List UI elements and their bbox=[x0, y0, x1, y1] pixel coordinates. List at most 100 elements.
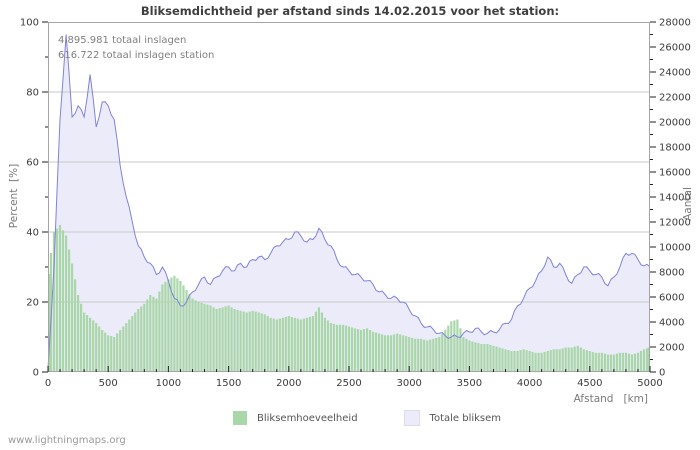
bottom-tick-label: 1500 bbox=[216, 378, 241, 389]
bar bbox=[597, 352, 600, 373]
bar bbox=[362, 329, 366, 372]
bar bbox=[347, 326, 351, 372]
bar bbox=[636, 352, 640, 373]
right-tick-label: 28000 bbox=[659, 18, 691, 29]
bar bbox=[585, 350, 588, 372]
bar bbox=[185, 289, 188, 373]
bar bbox=[519, 350, 522, 372]
bar bbox=[134, 312, 137, 372]
bar bbox=[495, 346, 498, 372]
bar bbox=[158, 291, 161, 372]
bar bbox=[540, 352, 543, 373]
bar bbox=[329, 323, 332, 372]
bar bbox=[353, 328, 357, 373]
bar bbox=[263, 314, 266, 373]
bar bbox=[224, 306, 227, 372]
bottom-tick-label: 3500 bbox=[457, 378, 482, 389]
bottom-tick-label: 2500 bbox=[336, 378, 361, 389]
bar bbox=[477, 343, 480, 372]
left-tick-label: 60 bbox=[26, 158, 39, 169]
bar bbox=[320, 312, 323, 372]
bar bbox=[537, 352, 540, 373]
bar bbox=[326, 320, 329, 372]
left-tick-label: 20 bbox=[26, 298, 39, 309]
right-tick-label: 0 bbox=[659, 368, 665, 379]
bar bbox=[438, 337, 441, 372]
bar bbox=[95, 323, 98, 372]
bar bbox=[251, 310, 254, 373]
bar bbox=[647, 347, 650, 372]
bar bbox=[131, 316, 134, 372]
bar bbox=[450, 321, 453, 373]
bar bbox=[239, 310, 242, 373]
bar bbox=[501, 348, 504, 372]
bar bbox=[429, 339, 432, 372]
right-tick-label: 22000 bbox=[659, 93, 691, 104]
bar bbox=[58, 225, 62, 372]
bar bbox=[248, 311, 251, 372]
bar bbox=[579, 347, 582, 372]
bar bbox=[302, 318, 305, 372]
bar bbox=[188, 294, 191, 372]
bar bbox=[236, 309, 239, 372]
bar bbox=[420, 338, 423, 373]
bar bbox=[311, 316, 314, 372]
right-tick-label: 16000 bbox=[659, 168, 691, 179]
right-tick-label: 26000 bbox=[659, 43, 691, 54]
bar bbox=[459, 328, 462, 373]
bar bbox=[48, 274, 51, 372]
bar bbox=[107, 335, 110, 373]
bar bbox=[417, 338, 420, 373]
bar bbox=[191, 298, 194, 372]
bar bbox=[128, 319, 131, 372]
bar bbox=[633, 353, 636, 372]
right-tick-label: 8000 bbox=[659, 268, 684, 279]
bar bbox=[332, 323, 335, 372]
bar bbox=[290, 316, 293, 372]
bar bbox=[387, 335, 390, 373]
bar bbox=[516, 351, 519, 372]
bar bbox=[390, 335, 393, 373]
bar bbox=[498, 347, 501, 372]
left-tick-label: 0 bbox=[33, 368, 39, 379]
bar bbox=[52, 232, 56, 372]
bar bbox=[89, 317, 92, 373]
legend-swatch-area-series bbox=[403, 410, 420, 426]
bar bbox=[92, 320, 95, 372]
bar bbox=[468, 340, 471, 372]
bar bbox=[528, 351, 531, 372]
bar bbox=[152, 296, 155, 373]
bar bbox=[233, 309, 236, 372]
annotation-total-strikes-station: 616.722 totaal inslagen station bbox=[58, 50, 215, 61]
bottom-tick-label: 5000 bbox=[637, 378, 662, 389]
bar bbox=[125, 323, 128, 372]
bar bbox=[456, 319, 459, 372]
right-tick-label: 2000 bbox=[659, 343, 684, 354]
right-tick-label: 20000 bbox=[659, 118, 691, 129]
bar bbox=[594, 352, 597, 373]
bar bbox=[182, 285, 185, 372]
bar bbox=[98, 326, 101, 372]
totale-bliksem-line bbox=[47, 34, 651, 372]
right-tick-label: 4000 bbox=[659, 318, 684, 329]
bar bbox=[384, 335, 387, 373]
bar bbox=[549, 350, 552, 372]
bar bbox=[558, 349, 561, 373]
bar bbox=[74, 279, 77, 373]
bar bbox=[71, 263, 74, 372]
bar bbox=[113, 337, 116, 372]
bar bbox=[381, 334, 384, 372]
bar bbox=[299, 319, 302, 372]
chart-legend: Bliksemhoeveelheid Totale bliksem bbox=[233, 410, 501, 426]
right-tick-label: 12000 bbox=[659, 218, 691, 229]
bar bbox=[272, 318, 275, 372]
bar bbox=[101, 330, 104, 372]
bar bbox=[405, 336, 408, 372]
bar bbox=[465, 338, 468, 373]
bar bbox=[474, 342, 477, 373]
bar bbox=[399, 334, 402, 372]
bar bbox=[227, 305, 230, 372]
bar bbox=[567, 347, 570, 372]
bar bbox=[609, 354, 612, 372]
watermark-link[interactable]: www.lightningmaps.org bbox=[8, 435, 126, 446]
